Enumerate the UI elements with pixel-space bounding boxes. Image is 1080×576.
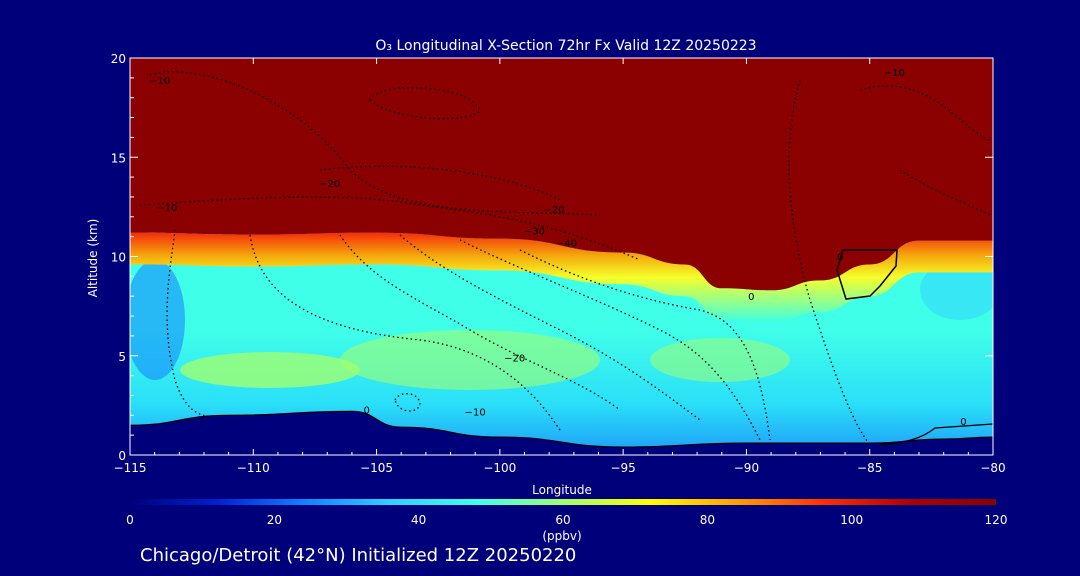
ozone-patch-blue-west [130,260,185,380]
terrain-outline [130,410,993,448]
ozone-patch-green-west [180,352,360,388]
x-axis-label: Longitude [532,483,592,497]
contour-label: −10 [156,203,177,214]
contour-line [149,71,601,216]
contour-label: 0 [748,292,754,303]
tropopause-gradient-band [130,232,993,323]
y-axis: 0 5 10 15 20 [111,52,993,463]
x-tick-label: −80 [980,461,1005,475]
x-tick-label: −115 [114,461,147,475]
footer-caption: Chicago/Detroit (42°N) Initialized 12Z 2… [140,545,576,566]
contour-line [249,234,561,431]
colorbar-tick-label: 120 [985,513,1008,527]
colorbar-tick-label: 60 [555,513,570,527]
contour-labels: −10 −10 −20 −20 −30 −40 −20 −10 −10 0 0 0 0 [149,68,967,428]
colorbar [130,499,996,505]
y-tick-label: 20 [111,52,126,66]
terrain-mask [130,411,993,455]
y-tick-label: 15 [111,151,126,165]
contour-line [399,234,701,421]
colorbar-tick-label: 0 [126,513,134,527]
contour-label: −20 [504,354,525,365]
x-tick-label: −100 [483,461,516,475]
x-tick-label: −85 [857,461,882,475]
x-tick-label: −110 [237,461,270,475]
x-axis: −115 −110 −105 −100 −95 −90 −85 −80 [114,58,1006,475]
contour-label: −10 [465,407,486,418]
y-tick-label: 5 [118,350,126,364]
contour-label: −10 [884,68,905,79]
chart-title: O₃ Longitudinal X-Section 72hr Fx Valid … [375,38,756,54]
contour-label: −20 [544,205,565,216]
contour-label: −20 [319,179,340,190]
ozone-patch-green-central [340,330,600,390]
colorbar-unit-label: (ppbv) [542,529,581,543]
contour-label: 0 [837,252,843,263]
x-tick-label: −95 [610,461,635,475]
stratosphere-field [130,58,993,291]
x-tick-label: −90 [734,461,759,475]
ozone-patch-blue-east [920,260,993,320]
colorbar-ticks: 0 20 40 60 80 100 120 [126,513,1007,527]
contour-label: −10 [149,76,170,87]
contour-line [394,393,421,412]
colorbar-tick-label: 40 [411,513,426,527]
colorbar-tick-label: 80 [700,513,715,527]
colorbar-tick-label: 20 [267,513,282,527]
zero-contour-loop [836,249,898,300]
contour-line [519,249,771,441]
contour-label: −30 [524,227,545,238]
x-tick-label: −105 [360,461,393,475]
ozone-patch-green-east [650,338,790,382]
contour-label: −40 [556,239,577,250]
contour-line [139,196,641,261]
contour-line [859,85,991,141]
contour-lines [139,71,991,446]
y-tick-label: 10 [111,251,126,265]
plot-area: −10 −10 −20 −20 −30 −40 −20 −10 −10 0 0 0 0 [130,58,993,455]
zero-contour-surface [879,423,993,446]
contour-line [788,79,871,446]
contour-label: 0 [960,417,966,428]
contour-line [899,169,991,216]
y-axis-label: Altitude (km) [86,219,100,298]
contour-label: 0 [364,405,370,416]
contour-line [459,239,761,441]
contour-line [166,229,221,417]
y-tick-label: 0 [118,449,126,463]
contour-line [339,234,621,411]
colorbar-tick-label: 100 [840,513,863,527]
